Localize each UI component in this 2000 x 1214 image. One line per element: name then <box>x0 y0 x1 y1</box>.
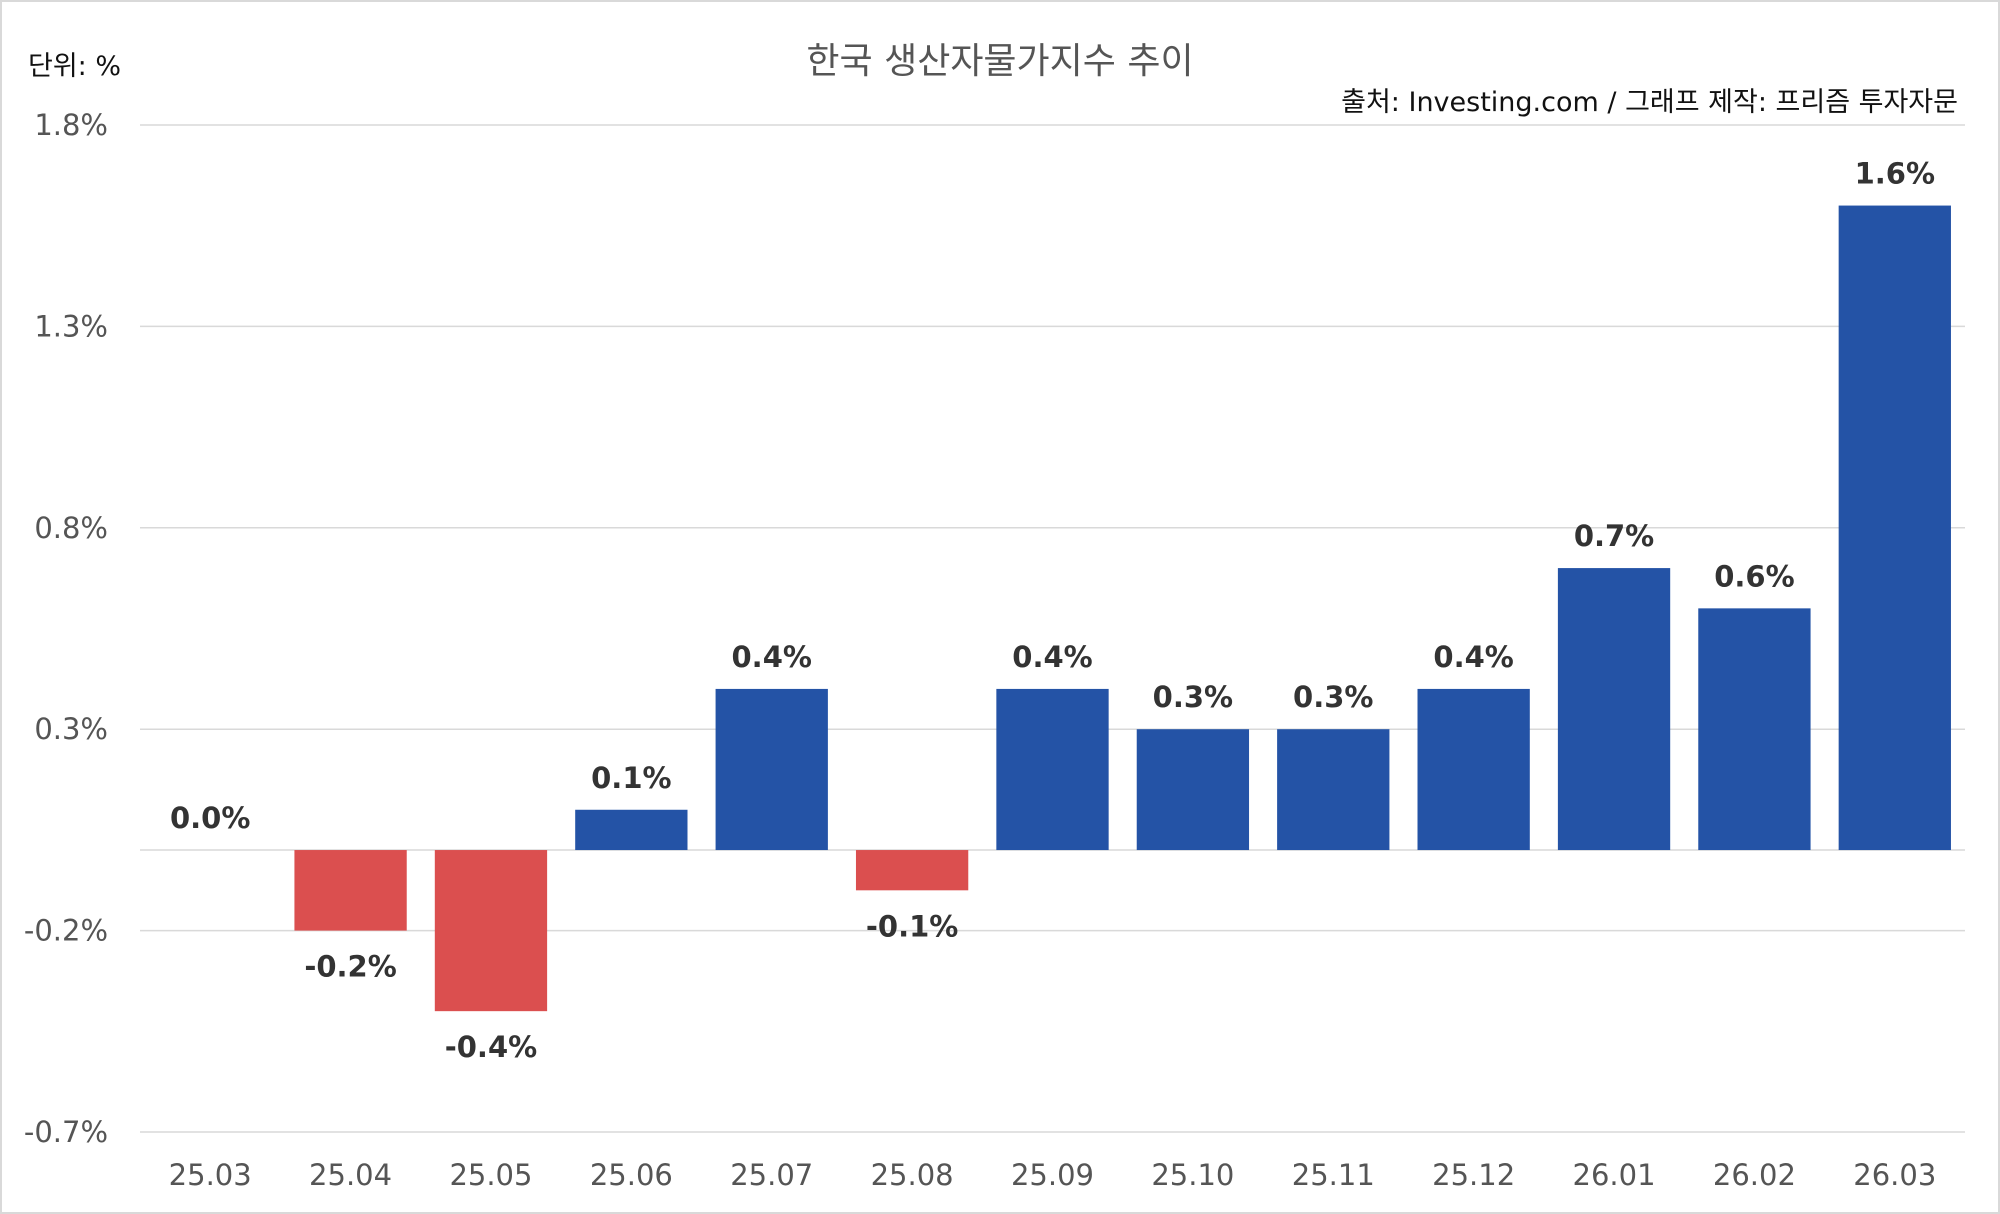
data-label: 0.7% <box>1574 519 1654 553</box>
data-label: 0.4% <box>1433 640 1513 674</box>
x-tick-label: 26.01 <box>1573 1158 1656 1192</box>
x-tick-label: 25.10 <box>1151 1158 1234 1192</box>
bar <box>575 809 688 851</box>
x-tick-label: 25.06 <box>590 1158 673 1192</box>
bar <box>1698 608 1811 851</box>
bar <box>434 850 548 1012</box>
x-tick-label: 25.08 <box>871 1158 954 1192</box>
data-label: 0.6% <box>1714 559 1794 593</box>
data-label: -0.4% <box>445 1030 537 1064</box>
y-tick-label: -0.7% <box>24 1115 108 1149</box>
data-label: -0.1% <box>866 909 958 943</box>
x-tick-label: 25.09 <box>1011 1158 1094 1192</box>
data-label: 0.4% <box>1012 640 1092 674</box>
bars <box>294 205 1951 1012</box>
data-label: 0.3% <box>1153 680 1233 714</box>
data-label: 0.3% <box>1293 680 1373 714</box>
x-tick-label: 25.07 <box>730 1158 813 1192</box>
bar <box>715 688 828 851</box>
source-label: 출처: Investing.com / 그래프 제작: 프리즘 투자자문 <box>1341 87 1958 118</box>
y-tick-label: 0.8% <box>34 511 108 545</box>
bar <box>1557 568 1671 851</box>
data-label: -0.2% <box>304 950 396 984</box>
bar <box>294 850 407 931</box>
bar <box>1277 729 1390 851</box>
bar <box>855 850 969 891</box>
y-axis-ticks: 1.8% 1.3% 0.8% 0.3% -0.2% -0.7% <box>24 108 108 1149</box>
x-tick-label: 25.11 <box>1292 1158 1375 1192</box>
data-label: 0.0% <box>170 801 250 835</box>
unit-label: 단위: % <box>28 51 122 82</box>
x-tick-label: 25.04 <box>309 1158 392 1192</box>
y-tick-label: -0.2% <box>24 914 108 948</box>
x-tick-label: 25.03 <box>169 1158 252 1192</box>
bar <box>996 688 1109 851</box>
data-label: 0.1% <box>591 761 671 795</box>
data-label: 1.6% <box>1855 157 1935 191</box>
y-tick-label: 1.8% <box>34 108 108 142</box>
x-tick-label: 26.02 <box>1713 1158 1796 1192</box>
x-tick-label: 25.12 <box>1432 1158 1515 1192</box>
bar <box>1838 205 1951 851</box>
y-tick-label: 1.3% <box>34 309 108 343</box>
bar <box>1417 688 1530 851</box>
y-tick-label: 0.3% <box>34 712 108 746</box>
bar <box>1136 729 1250 851</box>
x-tick-label: 26.03 <box>1853 1158 1936 1192</box>
gridlines <box>140 124 1965 1133</box>
chart-title: 한국 생산자물가지수 추이 <box>806 41 1194 82</box>
data-label: 0.4% <box>732 640 812 674</box>
data-labels: 0.0% -0.2% -0.4% 0.1% 0.4% -0.1% 0.4% 0.3% 0.3% 0… <box>170 157 1935 1065</box>
x-axis-ticks: 25.03 25.04 25.05 25.06 25.07 25.08 25.09 25.10… <box>169 1158 1937 1192</box>
x-tick-label: 25.05 <box>449 1158 532 1192</box>
